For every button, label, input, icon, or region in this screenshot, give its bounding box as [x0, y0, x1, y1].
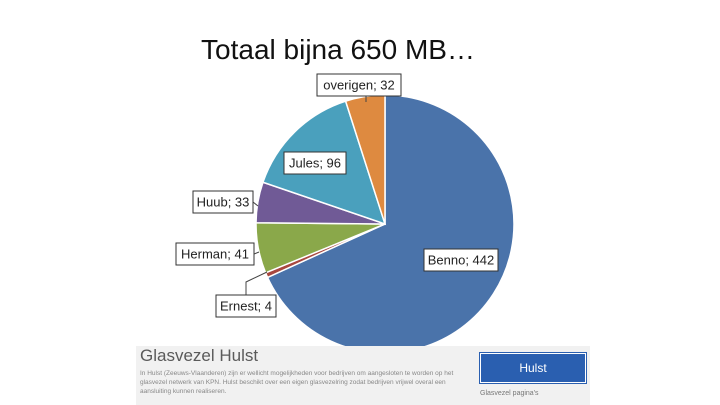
leader-line-ernest: [245, 271, 268, 295]
data-label-text: Herman; 41: [181, 247, 249, 262]
leader-line-herman: [253, 251, 260, 255]
data-label-huub: Huub; 33: [192, 190, 254, 214]
data-label-box: [283, 151, 347, 175]
data-label-overigen: overigen; 32: [316, 73, 402, 97]
hulst-button[interactable]: Hulst: [480, 353, 586, 383]
banner-title: Glasvezel Hulst: [140, 346, 259, 365]
data-label-text: Benno; 442: [428, 253, 495, 268]
data-label-ernest: Ernest; 4: [215, 294, 277, 318]
leader-line-huub: [252, 201, 259, 207]
banner-text: In Hulst (Zeeuws-Vlaanderen) zijn er wel…: [140, 370, 454, 395]
data-label-benno: Benno; 442: [423, 248, 499, 272]
glasvezel-link[interactable]: Glasvezel pagina's: [480, 390, 539, 397]
data-label-box: [215, 294, 277, 318]
data-label-herman: Herman; 41: [175, 242, 255, 266]
data-label-text: overigen; 32: [323, 78, 395, 93]
data-label-text: Huub; 33: [197, 195, 250, 210]
data-label-box: [192, 190, 254, 214]
glasvezel-banner: Glasvezel Hulst In Hulst (Zeeuws-Vlaande…: [136, 346, 590, 405]
data-label-text: Ernest; 4: [220, 299, 272, 314]
data-label-box: [175, 242, 255, 266]
data-label-jules: Jules; 96: [283, 151, 347, 175]
chart-title: Totaal bijna 650 MB…: [201, 34, 475, 65]
data-label-box: [423, 248, 499, 272]
data-label-box: [316, 73, 402, 97]
pie-slice-benno: [266, 94, 515, 354]
data-label-text: Jules; 96: [289, 156, 341, 171]
